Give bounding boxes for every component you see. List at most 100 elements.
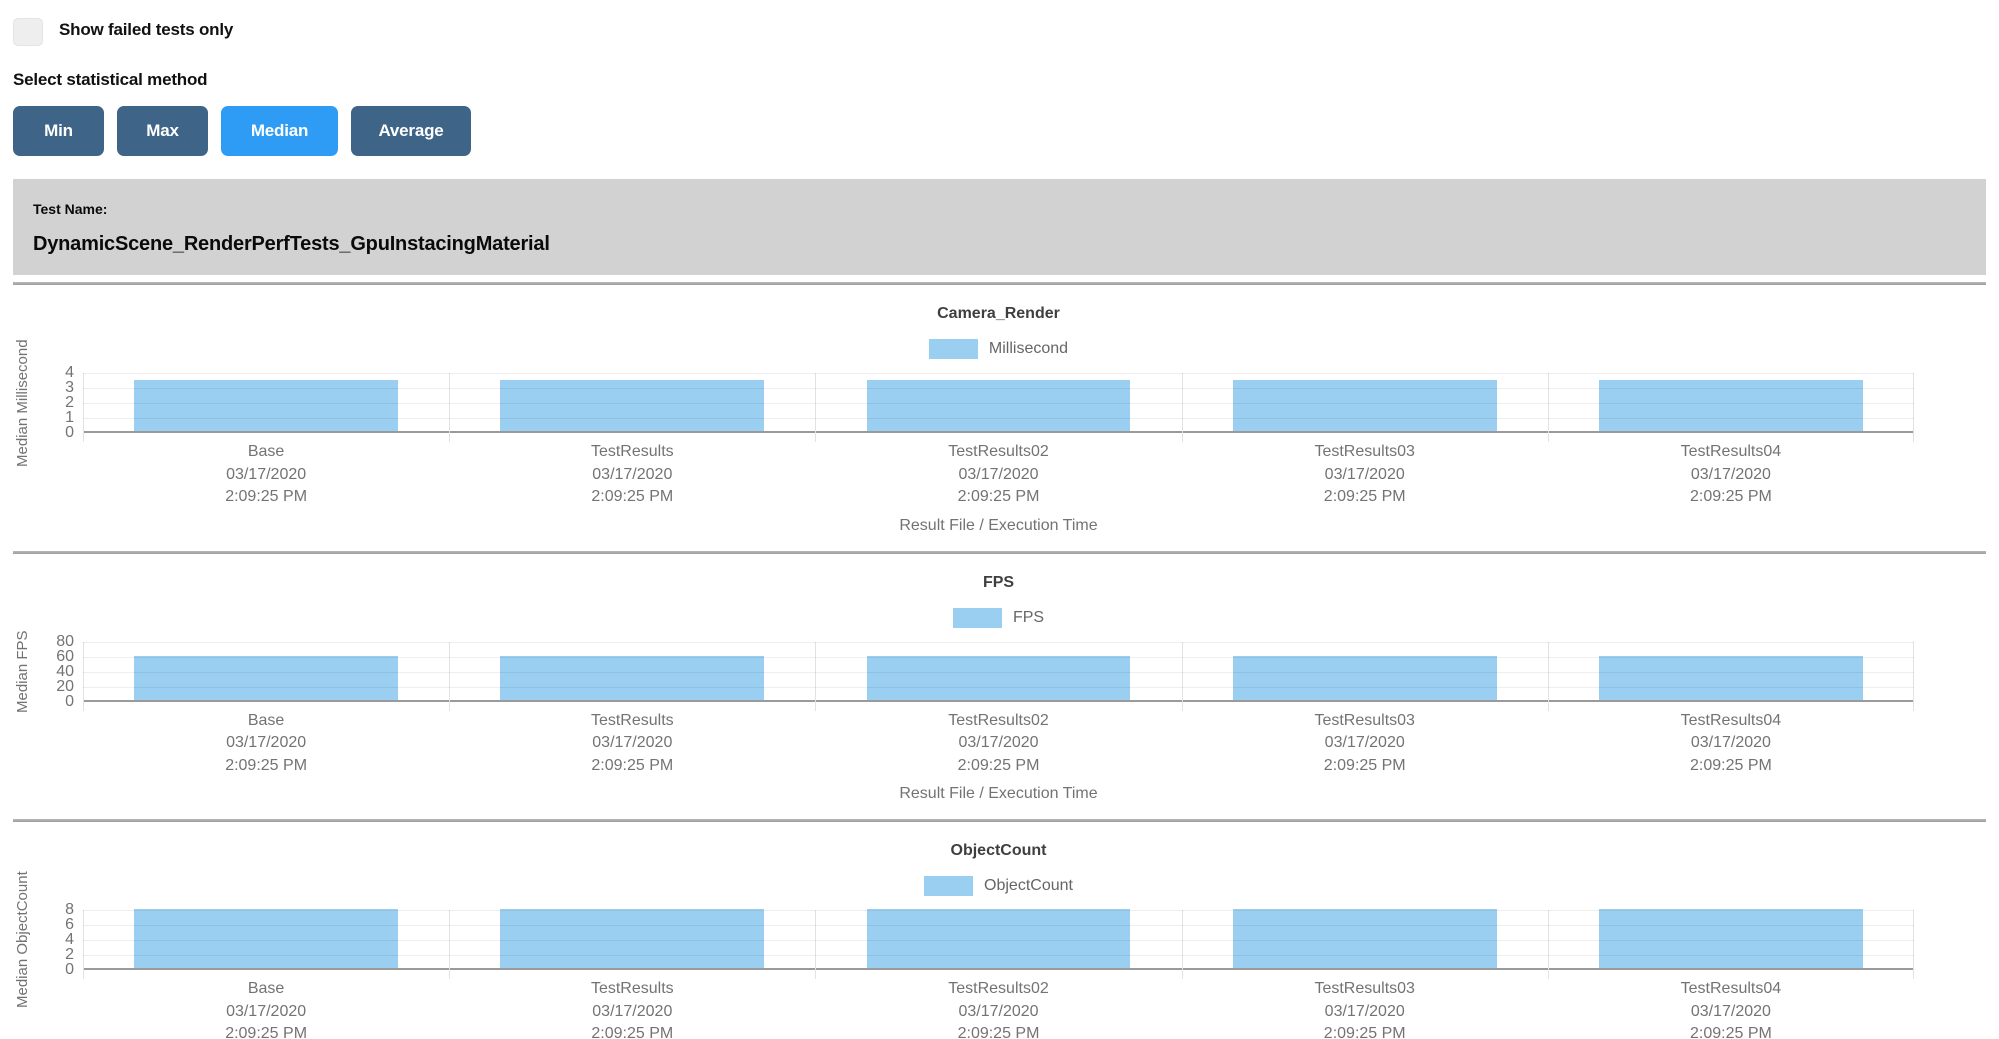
show-failed-checkbox[interactable] <box>13 18 43 46</box>
y-tick-label: 60 <box>56 647 74 665</box>
bar <box>866 655 1131 700</box>
horizontal-gridline <box>83 641 1914 643</box>
x-category-label: Base 03/17/2020 2:09:25 PM <box>83 978 449 1039</box>
vertical-gridline <box>83 373 84 442</box>
min-button[interactable]: Min <box>13 106 104 156</box>
result-date: 03/17/2020 <box>1690 734 1771 751</box>
y-tick-label: 20 <box>56 677 74 695</box>
median-button[interactable]: Median <box>221 106 338 156</box>
result-file-name: TestResults04 <box>1680 443 1782 460</box>
x-category-label: Base 03/17/2020 2:09:25 PM <box>83 710 449 778</box>
show-failed-label: Show failed tests only <box>59 20 234 39</box>
bar <box>134 380 398 431</box>
y-tick-label: 8 <box>65 901 74 918</box>
section-divider <box>13 819 1986 822</box>
bar-slot <box>449 373 815 431</box>
horizontal-gridline <box>83 388 1914 389</box>
x-category-label: TestResults02 03/17/2020 2:09:25 PM <box>815 441 1181 509</box>
result-file-name: TestResults03 <box>1314 443 1415 460</box>
result-time: 2:09:25 PM <box>591 756 674 774</box>
horizontal-gridline <box>83 418 1914 419</box>
y-axis: Median ObjectCount 8 6 4 2 0 <box>0 872 83 1009</box>
chart-legend: FPS <box>83 607 1914 628</box>
vertical-gridline <box>1913 641 1914 711</box>
bar-slot <box>83 642 449 700</box>
bar-slot <box>1182 373 1548 431</box>
bar <box>1232 380 1497 431</box>
vertical-gridline <box>449 373 451 442</box>
x-axis-labels: Base 03/17/2020 2:09:25 PM TestResults 03/17… <box>83 441 1914 509</box>
bar-slot <box>449 909 815 968</box>
bar-slot <box>1182 642 1548 700</box>
vertical-gridline <box>1913 373 1914 442</box>
legend-label: FPS <box>1012 608 1045 626</box>
result-time: 2:09:25 PM <box>957 1025 1040 1039</box>
result-time: 2:09:25 PM <box>225 488 308 505</box>
result-time: 2:09:25 PM <box>591 488 674 505</box>
legend-swatch <box>928 339 978 359</box>
result-file-name: TestResults <box>590 711 674 729</box>
y-axis: Median Millisecond 4 3 2 1 0 <box>0 339 83 467</box>
horizontal-gridline <box>83 403 1914 404</box>
result-date: 03/17/2020 <box>592 1002 673 1020</box>
vertical-gridline <box>1547 373 1549 442</box>
result-date: 03/17/2020 <box>1324 734 1405 751</box>
report-controls: Show failed tests only Select statistica… <box>0 0 1999 156</box>
result-date: 03/17/2020 <box>1324 465 1405 483</box>
average-button[interactable]: Average <box>351 106 471 156</box>
chart-section-camera_render: Camera_Render Millisecond Median Milliseco… <box>0 305 1999 544</box>
x-axis-title: Result File / Execution Time <box>899 516 1098 534</box>
result-date: 03/17/2020 <box>226 734 307 751</box>
legend-label: ObjectCount <box>984 877 1073 894</box>
bar-slot <box>1548 373 1914 431</box>
horizontal-gridline <box>83 686 1914 688</box>
x-axis-labels: Base 03/17/2020 2:09:25 PM TestResults 03/17… <box>83 978 1914 1039</box>
y-tick-label: 0 <box>65 961 74 978</box>
vertical-gridline <box>1913 910 1914 979</box>
y-tick-label: 4 <box>65 931 74 948</box>
plot-row: Median ObjectCount 8 6 4 2 0 <box>0 872 1999 1009</box>
vertical-gridline <box>1547 641 1549 711</box>
result-time: 2:09:25 PM <box>225 1025 308 1039</box>
bar <box>134 655 398 700</box>
plot-area <box>83 641 1914 711</box>
result-time: 2:09:25 PM <box>1690 488 1772 505</box>
x-category-label: TestResults04 03/17/2020 2:09:25 PM <box>1548 710 1914 778</box>
result-file-name: TestResults <box>590 980 674 997</box>
bar-slot <box>1182 909 1548 968</box>
result-file-name: TestResults03 <box>1314 980 1415 997</box>
bar <box>866 380 1131 431</box>
x-category-label: TestResults02 03/17/2020 2:09:25 PM <box>815 710 1181 778</box>
bar <box>1599 380 1863 431</box>
legend-swatch <box>924 876 974 896</box>
bar <box>134 909 398 968</box>
y-axis-title: Median ObjectCount <box>14 871 31 1009</box>
result-file-name: TestResults02 <box>948 443 1049 460</box>
result-time: 2:09:25 PM <box>1323 756 1406 774</box>
max-button[interactable]: Max <box>117 106 208 156</box>
y-tick-label: 80 <box>56 632 74 650</box>
chart-legend: ObjectCount <box>83 876 1914 896</box>
chart-title: ObjectCount <box>950 842 1047 859</box>
vertical-gridline <box>449 910 451 979</box>
horizontal-gridline <box>83 656 1914 658</box>
bar-slot <box>83 909 449 968</box>
result-date: 03/17/2020 <box>1324 1002 1405 1020</box>
y-tick-label: 2 <box>65 394 74 411</box>
x-axis-labels: Base 03/17/2020 2:09:25 PM TestResults 03/17… <box>83 710 1914 778</box>
legend-label: Millisecond <box>988 340 1069 357</box>
plot-area <box>83 909 1914 979</box>
result-date: 03/17/2020 <box>1690 465 1771 483</box>
y-tick-label: 6 <box>65 916 74 933</box>
test-name-value: DynamicScene_RenderPerfTests_GpuInstacin… <box>33 233 550 255</box>
horizontal-gridline <box>83 373 1914 374</box>
bar <box>500 655 765 700</box>
vertical-gridline <box>1181 373 1183 442</box>
plot-row: Median Millisecond 4 3 2 1 0 <box>0 339 1999 467</box>
result-file-name: Base <box>247 711 285 729</box>
result-file-name: TestResults04 <box>1680 711 1782 729</box>
x-category-label: TestResults03 03/17/2020 2:09:25 PM <box>1182 441 1548 509</box>
bar-slot <box>1548 909 1914 968</box>
chart-section-objectcount: ObjectCount ObjectCount Median ObjectCount… <box>0 842 1999 1039</box>
y-tick-label: 3 <box>65 379 74 396</box>
